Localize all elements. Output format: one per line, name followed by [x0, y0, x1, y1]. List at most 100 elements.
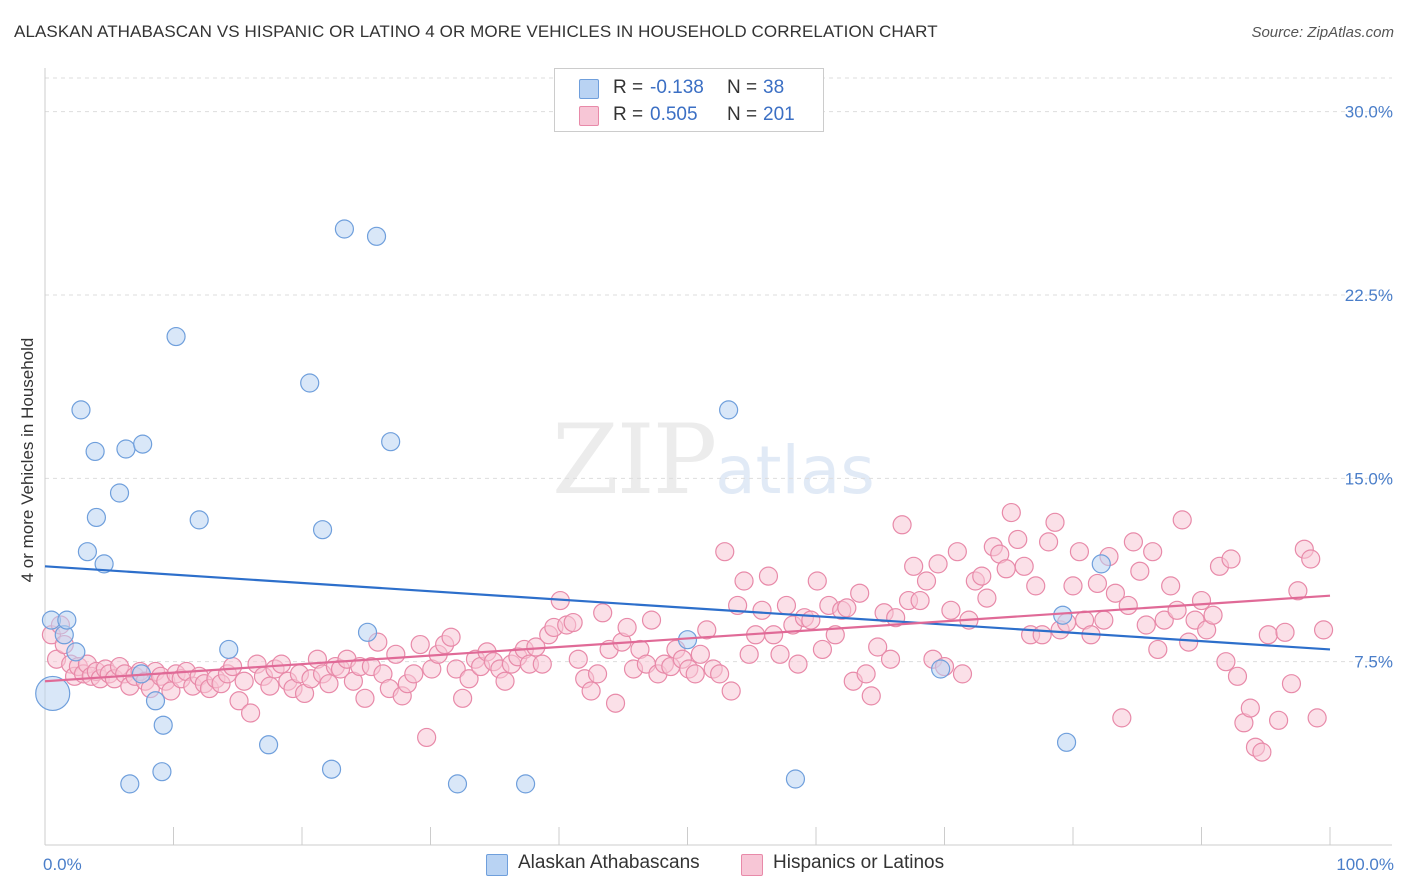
y-tick-label: 7.5% [1354, 653, 1393, 672]
legend-label: Hispanics or Latinos [773, 852, 945, 873]
hispanic-point [1001, 502, 1021, 523]
hispanic-point [1094, 610, 1114, 630]
hispanic-point [685, 664, 705, 684]
hispanic-point [837, 598, 857, 618]
source-label: Source: ZipAtlas.com [1251, 24, 1394, 41]
athabascan-point [77, 542, 98, 562]
athabascan-point [86, 507, 107, 528]
hispanic-point [1087, 573, 1108, 594]
watermark-atlas: atlas [715, 432, 875, 509]
hispanic-point [880, 649, 901, 669]
axis-labels: 7.5% 15.0% 22.5% 30.0% 0.0% 100.0% 4 or more V… [18, 103, 1394, 874]
hispanic-point [229, 691, 249, 711]
hispanic-point [260, 676, 280, 696]
legend-swatch-pink [741, 854, 763, 876]
athabascan-point [312, 520, 333, 540]
hispanic-point [1281, 674, 1302, 694]
hispanic-point [1105, 583, 1126, 603]
hispanic-point [459, 669, 479, 689]
hispanic-point [947, 542, 967, 562]
hispanic-point [801, 610, 821, 630]
hispanic-point [1123, 532, 1143, 552]
hispanic-point [715, 542, 735, 562]
hispanic-point [1203, 605, 1223, 625]
hispanic-point [868, 637, 888, 657]
hispanic-point [1026, 576, 1046, 596]
hispanic-point [825, 625, 845, 645]
athabascan-point [357, 622, 378, 642]
hispanic-point [532, 654, 552, 674]
athabascan-point [116, 439, 136, 459]
athabascan-point [1053, 605, 1073, 625]
gridlines [45, 77, 1392, 663]
hispanic-point [1008, 529, 1028, 550]
correlation-stats-box: R = -0.138 N = 38 R = 0.505 N = 201 [554, 68, 824, 132]
hispanic-point [1014, 556, 1034, 576]
athabascan-point [366, 226, 387, 246]
legend-label: Alaskan Athabascans [518, 852, 700, 873]
swatch-pink [579, 106, 599, 126]
hispanic-point [161, 681, 181, 701]
hispanic-point [1252, 742, 1272, 762]
athabascan-point [334, 219, 355, 239]
hispanic-point [404, 664, 424, 684]
hispanic-point [1307, 708, 1327, 728]
hispanic-point [1313, 620, 1334, 640]
stats-row-athabascan: R = -0.138 N = 38 [555, 75, 823, 103]
hispanic-point [1038, 532, 1059, 552]
stats-row-hispanic: R = 0.505 N = 201 [555, 102, 823, 130]
hispanic-point [1288, 581, 1308, 601]
hispanic-point [690, 644, 710, 664]
hispanic-point [861, 686, 881, 706]
hispanic-point [734, 571, 754, 591]
hispanic-point [916, 571, 937, 591]
y-axis-label: 4 or more Vehicles in Household [18, 338, 37, 583]
hispanic-point [1136, 615, 1156, 635]
hispanic-point [1112, 708, 1132, 728]
hispanic-point [410, 634, 430, 655]
hispanic-point [1301, 549, 1321, 569]
hispanic-point [241, 703, 261, 723]
hispanic-point [1130, 561, 1150, 581]
hispanic-point [223, 656, 243, 677]
hispanic-point [355, 688, 375, 708]
hispanic-point [1069, 542, 1090, 562]
hispanic-point [1216, 652, 1236, 672]
athabascan-point [71, 400, 91, 420]
hispanic-point [1275, 622, 1295, 642]
r-label: R = [613, 104, 644, 125]
athabascan-point [133, 434, 153, 454]
athabascan-point [94, 554, 114, 574]
axes [44, 68, 1392, 846]
hispanic-point [1172, 510, 1192, 530]
hispanic-point [977, 588, 997, 608]
n-value: 201 [763, 104, 795, 125]
hispanic-point [1167, 600, 1187, 620]
hispanic-point [234, 671, 254, 691]
hispanic-point [763, 625, 784, 645]
hispanic-point [739, 644, 759, 664]
athabascan-point [381, 432, 401, 452]
hispanic-point [446, 659, 466, 679]
athabascan-point [145, 691, 166, 711]
hispanic-point [697, 620, 717, 640]
hispanic-point [910, 590, 930, 611]
hispanic-point [495, 671, 515, 691]
athabascan-point [515, 774, 536, 794]
hispanic-point [941, 600, 961, 620]
hispanic-point [721, 681, 741, 701]
athabascan-point [153, 715, 173, 735]
athabascan-point [1091, 554, 1111, 574]
athabascan-point [931, 659, 951, 679]
y-tick-label: 22.5% [1345, 286, 1393, 305]
hispanic-point [1063, 576, 1083, 596]
hispanic-point [1268, 710, 1289, 730]
hispanic-point [1161, 576, 1181, 596]
hispanic-point [1240, 698, 1260, 718]
watermark-zip: ZIP [552, 404, 717, 516]
hispanic-point [752, 600, 772, 620]
hispanic-point [1148, 639, 1168, 660]
x-tick-label: 0.0% [43, 855, 82, 874]
hispanic-point [1221, 549, 1241, 569]
hispanic-point [441, 627, 461, 647]
